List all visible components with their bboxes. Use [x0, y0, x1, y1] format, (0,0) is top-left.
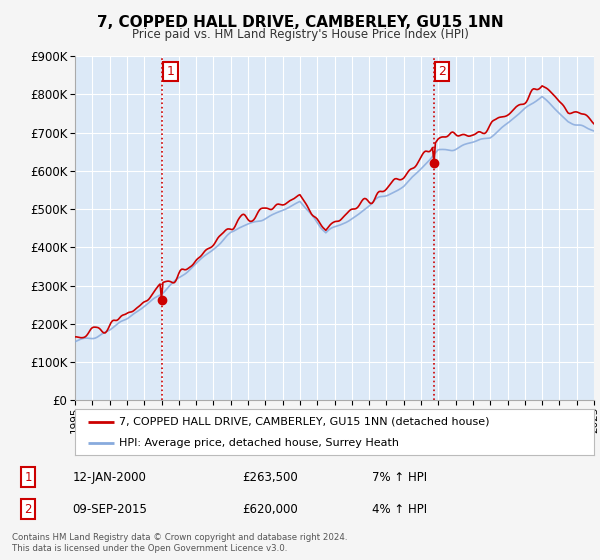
Text: Contains HM Land Registry data © Crown copyright and database right 2024.
This d: Contains HM Land Registry data © Crown c… — [12, 533, 347, 553]
Text: 1: 1 — [24, 471, 32, 484]
Text: HPI: Average price, detached house, Surrey Heath: HPI: Average price, detached house, Surr… — [119, 438, 399, 448]
Text: 7, COPPED HALL DRIVE, CAMBERLEY, GU15 1NN (detached house): 7, COPPED HALL DRIVE, CAMBERLEY, GU15 1N… — [119, 417, 490, 427]
Text: 7% ↑ HPI: 7% ↑ HPI — [373, 471, 428, 484]
Text: 2: 2 — [24, 503, 32, 516]
Text: 7, COPPED HALL DRIVE, CAMBERLEY, GU15 1NN: 7, COPPED HALL DRIVE, CAMBERLEY, GU15 1N… — [97, 15, 503, 30]
Text: 12-JAN-2000: 12-JAN-2000 — [73, 471, 147, 484]
Text: 1: 1 — [167, 65, 175, 78]
Text: £263,500: £263,500 — [242, 471, 298, 484]
Text: Price paid vs. HM Land Registry's House Price Index (HPI): Price paid vs. HM Land Registry's House … — [131, 28, 469, 41]
Text: 2: 2 — [439, 65, 446, 78]
Text: 4% ↑ HPI: 4% ↑ HPI — [373, 503, 428, 516]
Text: £620,000: £620,000 — [242, 503, 298, 516]
Text: 09-SEP-2015: 09-SEP-2015 — [73, 503, 148, 516]
